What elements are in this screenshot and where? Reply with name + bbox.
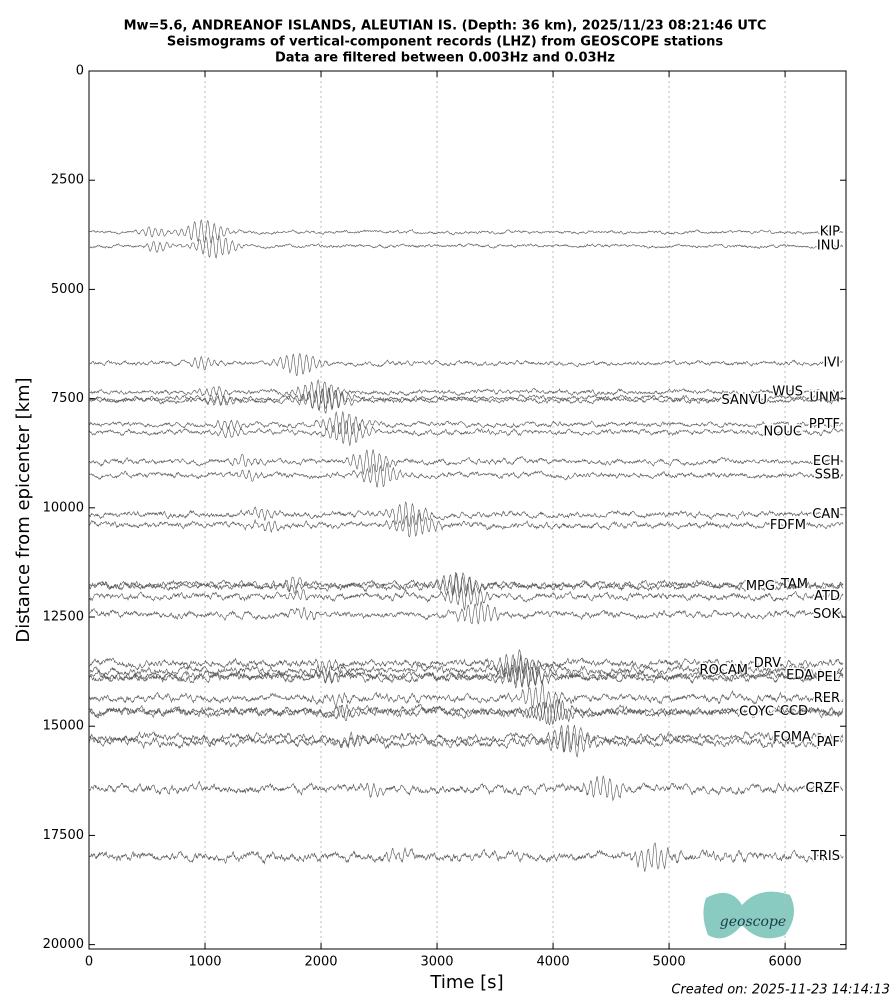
station-label: IVI [823, 356, 840, 371]
station-label: CCD [780, 704, 808, 719]
x-tick-label: 5000 [653, 955, 686, 970]
seismogram-trace [88, 501, 844, 528]
y-tick-label: 7500 [51, 391, 84, 406]
seismogram-trace [88, 648, 844, 676]
seismogram-trace [88, 601, 844, 625]
seismogram-trace [88, 666, 844, 689]
seismogram-trace [88, 842, 844, 872]
station-label: SANVU [721, 393, 767, 408]
station-label: CRZF [806, 781, 841, 796]
station-label: INU [817, 239, 840, 254]
y-tick-label: 20000 [43, 937, 84, 952]
seismogram-trace [88, 352, 844, 377]
station-label: RER [814, 691, 840, 706]
seismogram-trace [88, 219, 844, 244]
x-tick-label: 2000 [304, 955, 337, 970]
seismogram-trace [88, 420, 844, 447]
x-tick-label: 1000 [188, 955, 221, 970]
seismogram-trace [88, 512, 844, 538]
station-label: ATD [814, 589, 840, 604]
y-tick-label: 17500 [43, 828, 84, 843]
station-label: TRIS [810, 849, 840, 864]
y-tick-label: 12500 [43, 610, 84, 625]
station-label: SSB [815, 468, 840, 483]
y-tick-label: 15000 [43, 719, 84, 734]
station-label: PEL [817, 670, 841, 685]
y-axis-label: Distance from epicenter [km] [13, 377, 34, 642]
station-label: KIP [820, 225, 840, 240]
x-tick-label: 3000 [420, 955, 453, 970]
seismogram-trace [88, 724, 844, 752]
seismogram-trace [88, 379, 844, 405]
footer: Created on: 2025-11-23 14:14:13 [671, 983, 890, 998]
x-tick-label: 6000 [769, 955, 802, 970]
logo-shape [703, 891, 794, 939]
chart-subtitle: Seismograms of vertical-component record… [167, 35, 723, 50]
seismogram-trace [88, 681, 844, 710]
station-label: TAM [780, 577, 808, 592]
logo-text: geoscope [720, 914, 786, 930]
seismogram-trace [88, 462, 844, 488]
station-label: DRV [754, 656, 781, 671]
y-tick-label: 2500 [51, 173, 84, 188]
seismogram-trace [88, 654, 844, 683]
logo: geoscope [703, 891, 794, 939]
plot-frame [88, 70, 847, 950]
station-label: FDFM [770, 518, 806, 533]
y-tick-label: 0 [76, 64, 84, 79]
seismogram-trace [88, 571, 844, 594]
seismogram-trace [88, 583, 844, 611]
station-label: UNM [810, 391, 840, 406]
seismogram-trace [88, 449, 844, 475]
x-axis-label: Time [s] [429, 972, 503, 993]
station-label: NOUC [763, 425, 802, 440]
seismogram-trace [88, 411, 844, 436]
station-label: ECH [813, 454, 840, 469]
chart-title: Mw=5.6, ANDREANOF ISLANDS, ALEUTIAN IS. … [124, 19, 767, 34]
station-label: SOK [813, 607, 840, 622]
seismogram-trace [88, 234, 844, 259]
station-label: COYC [739, 704, 774, 719]
seismogram-trace [88, 730, 844, 758]
station-label: CAN [812, 507, 840, 522]
y-tick-label: 5000 [51, 282, 84, 297]
seismogram-trace [88, 698, 844, 725]
chart-subtitle: Data are filtered between 0.003Hz and 0.… [275, 51, 615, 66]
x-tick-label: 4000 [537, 955, 570, 970]
y-tick-label: 10000 [43, 500, 84, 515]
station-label: MPG [746, 579, 775, 594]
x-tick-label: 0 [85, 955, 93, 970]
seismogram-trace [88, 775, 844, 802]
station-label: PAF [817, 735, 840, 750]
seismogram-trace [88, 388, 844, 414]
